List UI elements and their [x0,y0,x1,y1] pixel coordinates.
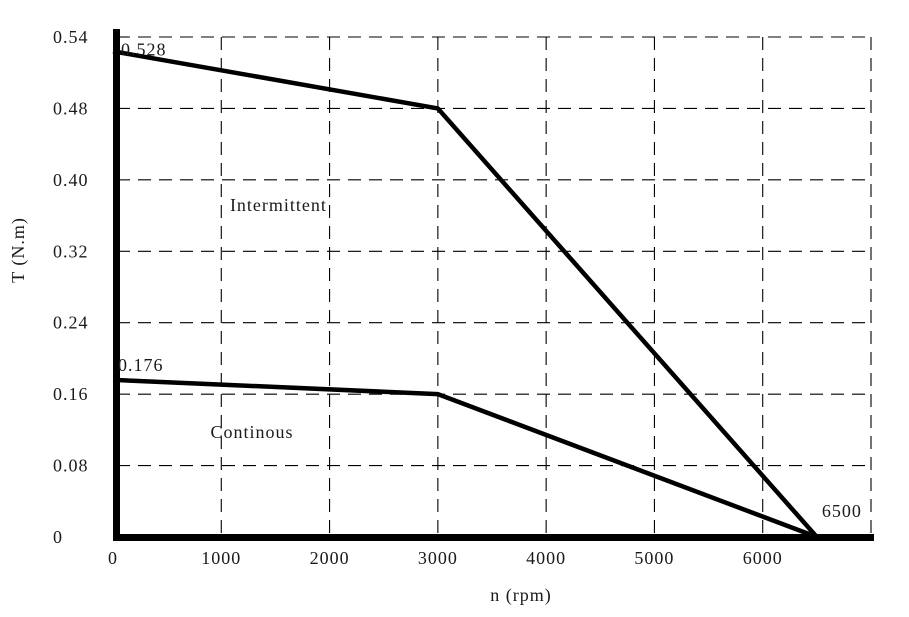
x-tick-label: 2000 [310,548,350,568]
x-tick-label: 0 [108,548,118,568]
y-tick-label: 0.32 [53,241,89,261]
y-tick-label: 0.16 [53,384,89,404]
series-line-continous [112,377,818,540]
y-tick-label: 0.08 [53,456,89,476]
x-tick-label: 4000 [526,548,566,568]
x-tick-label: 3000 [418,548,458,568]
annotation-0.528: 0.528 [121,39,167,59]
y-tick-label: 0.24 [53,313,89,333]
y-tick-label: 0.40 [53,170,89,190]
y-axis-title: T (N.m) [8,217,29,283]
annotation-0.176: 0.176 [118,355,164,375]
x-tick-label: 1000 [201,548,241,568]
y-tick-label: 0.54 [53,27,89,47]
series-line-intermittent [112,49,819,539]
series-label-continous: Continous [210,422,293,442]
series-label-intermittent: Intermittent [230,195,327,215]
y-tick-label: 0.48 [53,98,89,118]
y-tick-label: 0 [53,527,63,547]
annotation-6500: 6500 [822,501,862,521]
x-axis-title: n (rpm) [490,585,551,606]
x-tick-label: 5000 [634,548,674,568]
x-tick-label: 6000 [743,548,783,568]
